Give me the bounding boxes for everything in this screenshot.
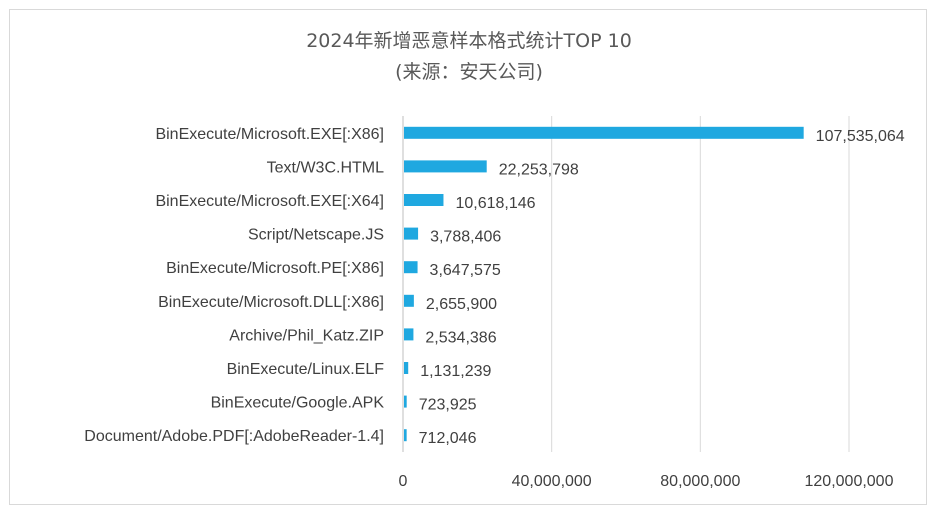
- category-label: Archive/Phil_Katz.ZIP: [229, 327, 384, 344]
- category-label: BinExecute/Microsoft.EXE[:X64]: [155, 193, 384, 210]
- data-label: 10,618,146: [455, 195, 535, 212]
- x-tick-label: 0: [399, 473, 408, 490]
- category-label: BinExecute/Google.APK: [211, 395, 385, 412]
- bar: [404, 194, 444, 206]
- chart-frame: [9, 9, 927, 505]
- category-label: Text/W3C.HTML: [267, 159, 384, 176]
- category-label: BinExecute/Microsoft.DLL[:X86]: [158, 294, 384, 311]
- bar: [404, 160, 487, 173]
- bar: [404, 395, 407, 408]
- data-label: 2,534,386: [425, 329, 496, 346]
- chart-title: 2024年新增恶意样本格式统计TOP 10: [306, 30, 632, 52]
- gridlines: [402, 116, 850, 452]
- x-tick-label: 80,000,000: [660, 473, 740, 490]
- data-label: 107,535,064: [816, 128, 905, 145]
- category-label: Document/Adobe.PDF[:AdobeReader-1.4]: [84, 428, 384, 445]
- category-label: Script/Netscape.JS: [248, 227, 384, 244]
- data-label: 3,788,406: [430, 229, 501, 246]
- data-label: 1,131,239: [420, 363, 491, 380]
- data-label: 3,647,575: [430, 262, 501, 279]
- x-tick-label: 40,000,000: [512, 473, 592, 490]
- data-label: 22,253,798: [499, 161, 579, 178]
- bar: [404, 429, 407, 442]
- data-label: 2,655,900: [426, 296, 497, 313]
- category-label: BinExecute/Linux.ELF: [227, 361, 385, 378]
- data-label: 712,046: [419, 430, 477, 447]
- bar: [404, 261, 418, 274]
- labels: 0 40,000,000 80,000,000 120,000,000 BinExecu…: [84, 126, 904, 490]
- category-label: BinExecute/Microsoft.PE[:X86]: [166, 260, 384, 277]
- bar: [404, 328, 414, 341]
- x-tick-label: 120,000,000: [805, 473, 894, 490]
- bar: [404, 126, 804, 139]
- bar: [404, 362, 409, 374]
- category-label: BinExecute/Microsoft.EXE[:X86]: [155, 126, 384, 143]
- bar: [404, 227, 419, 240]
- bars: [404, 126, 804, 442]
- bar: [404, 294, 414, 307]
- chart-subtitle: (来源：安天公司): [395, 61, 543, 83]
- data-label: 723,925: [419, 397, 477, 414]
